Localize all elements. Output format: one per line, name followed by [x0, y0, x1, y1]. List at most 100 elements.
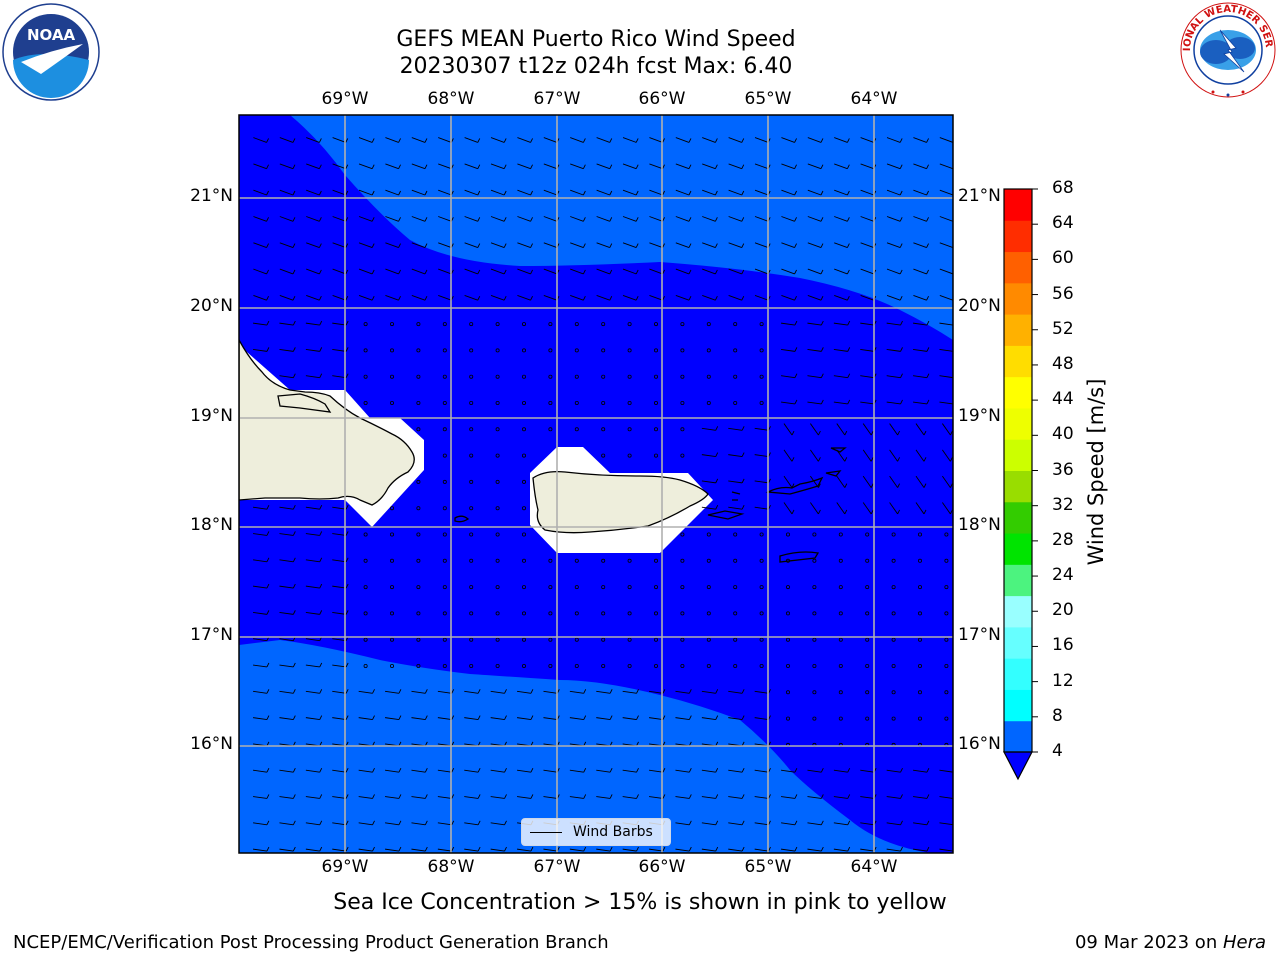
- wind-barb: [701, 689, 719, 694]
- land-st-croix: [779, 551, 820, 563]
- wind-barb-calm: [654, 664, 659, 669]
- wind-barb: [411, 163, 428, 170]
- wind-barb: [411, 689, 428, 694]
- wind-barb: [596, 163, 613, 170]
- wind-barb: [411, 715, 428, 721]
- wind-barb: [913, 373, 930, 379]
- wind-barb: [306, 294, 322, 301]
- wind-barb: [886, 242, 903, 249]
- wind-barb-calm: [522, 427, 527, 432]
- wind-barb: [889, 449, 901, 462]
- wind-barb-calm: [548, 374, 553, 379]
- wind-barb: [385, 820, 402, 826]
- wind-barb: [728, 820, 745, 826]
- wind-barb: [728, 242, 745, 249]
- land-mona: [454, 515, 470, 523]
- wind-barb: [833, 820, 851, 826]
- wind-barb-calm: [416, 374, 421, 379]
- wind-barb: [279, 504, 296, 510]
- land-vieques: [707, 510, 745, 520]
- wind-barb: [306, 189, 322, 196]
- wind-barb-calm: [865, 532, 870, 537]
- wind-barb-calm: [706, 348, 711, 353]
- wind-barb: [939, 163, 953, 170]
- wind-barb: [306, 242, 322, 249]
- wind-barb: [517, 163, 533, 170]
- wind-barb: [332, 137, 349, 143]
- wind-barb-calm: [891, 611, 896, 616]
- wind-barb-calm: [601, 374, 606, 379]
- wind-barb: [490, 242, 507, 249]
- wind-barb: [517, 846, 534, 852]
- wind-barb-calm: [891, 664, 896, 669]
- wind-barb: [939, 796, 953, 799]
- wind-barb: [464, 268, 481, 275]
- wind-barb: [569, 715, 587, 721]
- wind-barb-calm: [812, 690, 817, 695]
- wind-barb-calm: [812, 716, 817, 721]
- sea-ice-note: Sea Ice Concentration > 15% is shown in …: [333, 890, 947, 915]
- wind-barb: [517, 242, 533, 249]
- wind-barb: [728, 846, 745, 852]
- wind-barb: [279, 531, 296, 536]
- wind-barb-calm: [363, 322, 368, 327]
- wind-barb: [702, 163, 718, 170]
- wind-barb-calm: [918, 611, 923, 616]
- wind-barb-calm: [522, 637, 527, 642]
- wind-barb: [306, 137, 322, 143]
- wind-barb: [886, 347, 903, 352]
- wind-barb: [358, 216, 375, 222]
- wind-barb: [810, 475, 821, 488]
- wind-barb-calm: [548, 585, 553, 590]
- wind-barb: [862, 502, 874, 515]
- wind-barb: [306, 216, 322, 222]
- wind-barb: [862, 449, 874, 462]
- wind-barb: [649, 767, 666, 773]
- colorbar-segment: [1004, 689, 1032, 722]
- wind-barb-calm: [733, 348, 738, 353]
- wind-barb: [783, 475, 795, 488]
- wind-barb: [358, 715, 375, 721]
- wind-barb-calm: [469, 400, 474, 405]
- wind-barb-calm: [759, 637, 764, 642]
- wind-barb: [332, 820, 349, 826]
- wind-barb-calm: [680, 637, 685, 642]
- wind-barb: [807, 189, 824, 196]
- footer-branch: NCEP/EMC/Verification Post Processing Pr…: [13, 932, 609, 953]
- wind-barb: [913, 242, 929, 249]
- wind-barb: [305, 767, 323, 773]
- wind-barb: [807, 294, 824, 301]
- colorbar-tick-label: 8: [1052, 705, 1063, 726]
- wind-barb-calm: [574, 322, 579, 327]
- wind-barb-calm: [495, 322, 500, 327]
- wind-barb: [913, 163, 929, 170]
- lon-label-bottom-65w: 65°W: [744, 857, 792, 877]
- wind-barb: [305, 504, 323, 510]
- wind-barb: [649, 715, 666, 721]
- wind-barb: [464, 294, 481, 301]
- wind-barb-calm: [786, 532, 791, 537]
- wind-barb: [728, 426, 745, 431]
- wind-barb: [754, 478, 771, 484]
- wind-barb: [253, 294, 269, 301]
- wind-barb: [464, 715, 481, 721]
- lat-label-right-19n: 19°N: [958, 406, 1001, 426]
- wind-barb: [754, 715, 771, 721]
- wind-barb: [886, 794, 903, 799]
- colorbar-tick-label: 16: [1052, 635, 1074, 656]
- wind-barb: [728, 767, 745, 773]
- wind-barb-calm: [416, 532, 421, 537]
- wind-barb-calm: [469, 664, 474, 669]
- wind-barb-calm: [706, 374, 711, 379]
- colorbar-tick-label: 40: [1052, 424, 1074, 445]
- wind-barb: [834, 163, 850, 170]
- colorbar-segment: [1004, 251, 1032, 284]
- wind-barb: [702, 294, 718, 301]
- colorbar-segment: [1004, 439, 1032, 471]
- lon-label-bottom-64w: 64°W: [850, 857, 898, 877]
- colorbar-tick-label: 52: [1052, 318, 1074, 339]
- wind-barb: [385, 689, 402, 694]
- wind-barb: [332, 163, 349, 170]
- wind-barb: [411, 294, 428, 301]
- wind-barb: [490, 163, 507, 170]
